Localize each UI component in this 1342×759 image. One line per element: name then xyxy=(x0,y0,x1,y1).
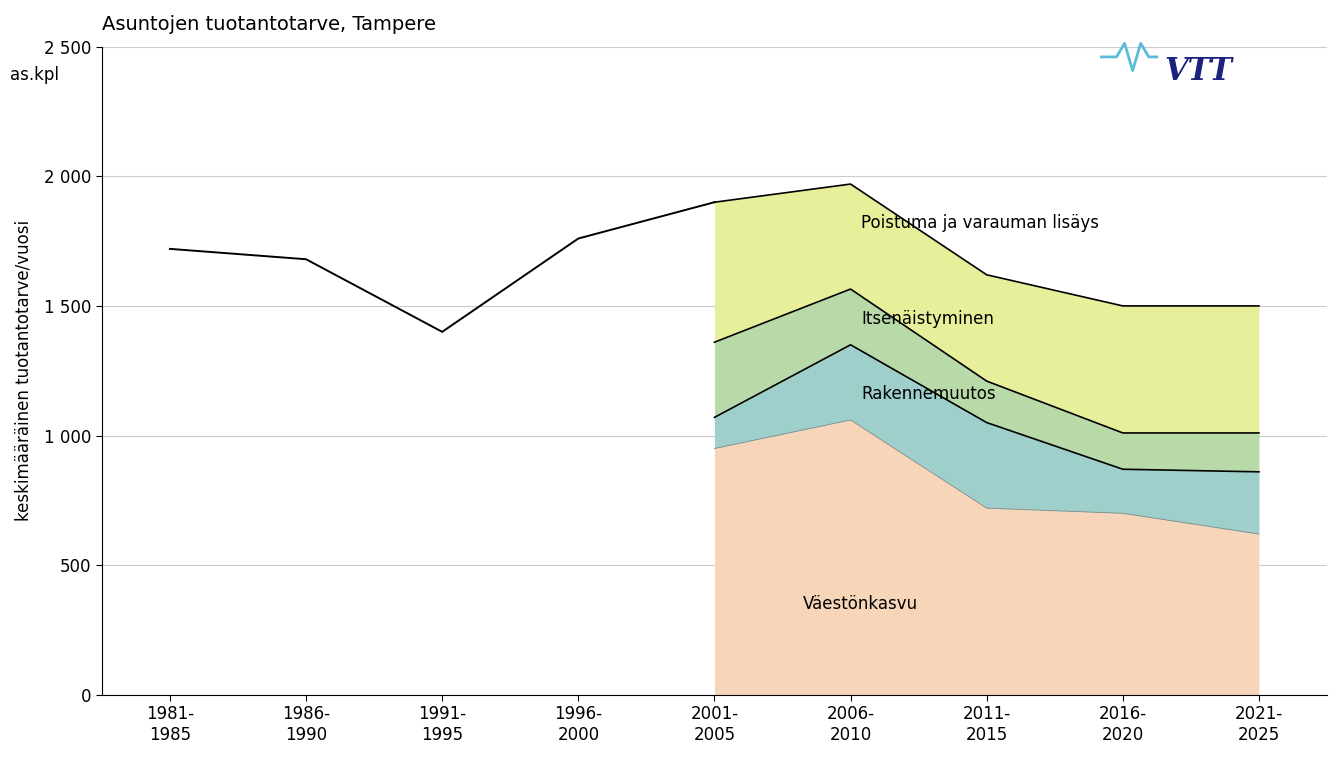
Text: Itsenäistyminen: Itsenäistyminen xyxy=(862,310,994,328)
Y-axis label: keskimääräinen tuotantotarve/vuosi: keskimääräinen tuotantotarve/vuosi xyxy=(15,220,34,521)
Text: Rakennemuutos: Rakennemuutos xyxy=(862,386,996,403)
Text: Poistuma ja varauman lisäys: Poistuma ja varauman lisäys xyxy=(862,214,1099,232)
Text: VTT: VTT xyxy=(1165,56,1233,87)
Text: Väestönkasvu: Väestönkasvu xyxy=(803,595,918,613)
Text: as.kpl: as.kpl xyxy=(9,66,59,84)
Text: Asuntojen tuotantotarve, Tampere: Asuntojen tuotantotarve, Tampere xyxy=(102,15,436,34)
